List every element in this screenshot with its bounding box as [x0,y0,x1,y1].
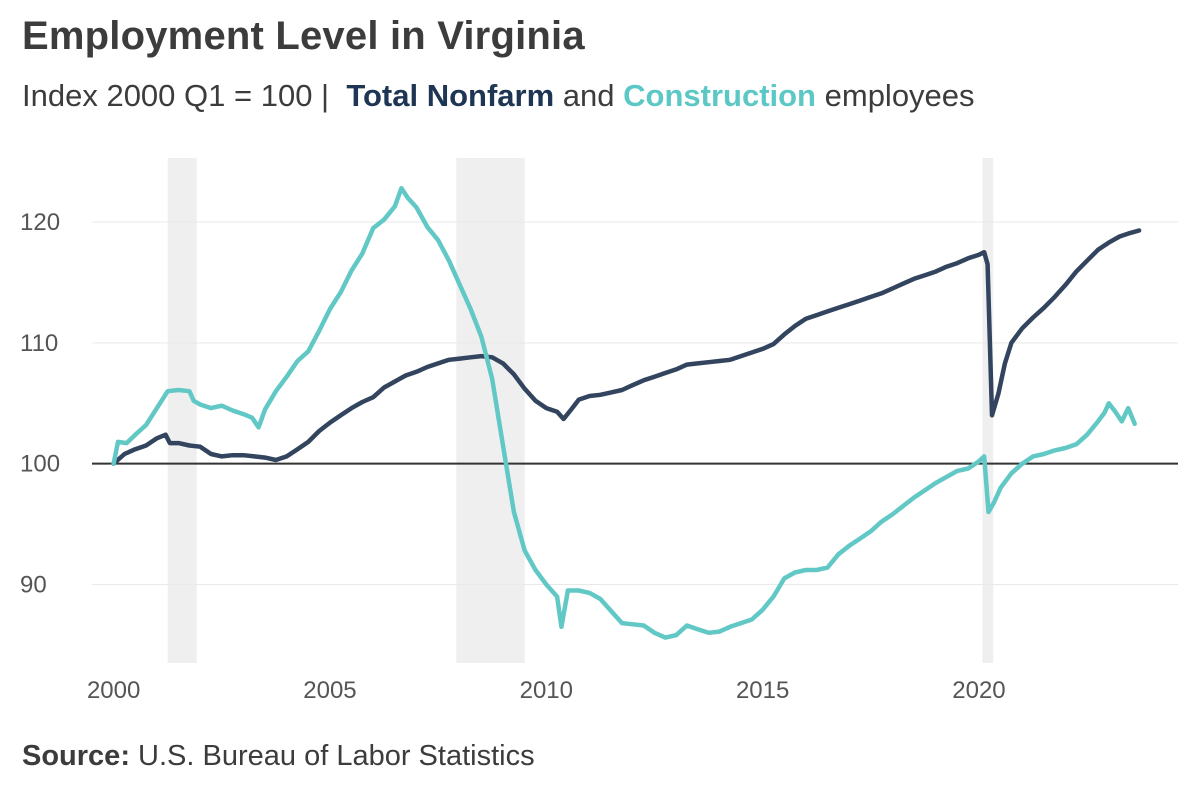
series-line-construction [111,185,1137,640]
subtitle-suffix: employees [824,78,975,113]
y-tick-90: 90 [20,571,47,598]
y-tick-120: 120 [20,209,60,236]
subtitle-prefix: Index 2000 Q1 = 100 | [22,78,330,113]
x-tick-2010: 2010 [520,677,573,704]
source-note: Source: U.S. Bureau of Labor Statistics [22,740,535,773]
y-tick-110: 110 [20,330,58,357]
recession-band-1 [167,158,197,663]
source-text: U.S. Bureau of Labor Statistics [138,740,535,772]
x-tick-2015: 2015 [736,677,789,704]
legend-construction: Construction [623,78,816,113]
source-label: Source: [22,740,130,772]
y-tick-100: 100 [20,451,60,478]
gridlines [92,221,1178,585]
legend-total-nonfarm: Total Nonfarm [346,78,555,113]
subtitle-joiner: and [562,78,615,113]
chart-title: Employment Level in Virginia [22,14,585,58]
recession-bands [167,158,994,663]
x-tick-2020: 2020 [952,677,1005,704]
x-tick-2000: 2000 [87,677,140,704]
series-line-total-nonfarm [111,228,1142,466]
recession-band-2 [456,158,525,663]
x-tick-2005: 2005 [303,677,356,704]
recession-band-3 [982,158,994,663]
y-axis-ticks: 90 100 110 120 [20,209,60,598]
chart-subtitle: Index 2000 Q1 = 100 | Total Nonfarm and … [22,78,975,114]
x-axis-ticks: 2000 2005 2010 2015 2020 [87,677,1006,704]
series-lines [111,185,1142,640]
